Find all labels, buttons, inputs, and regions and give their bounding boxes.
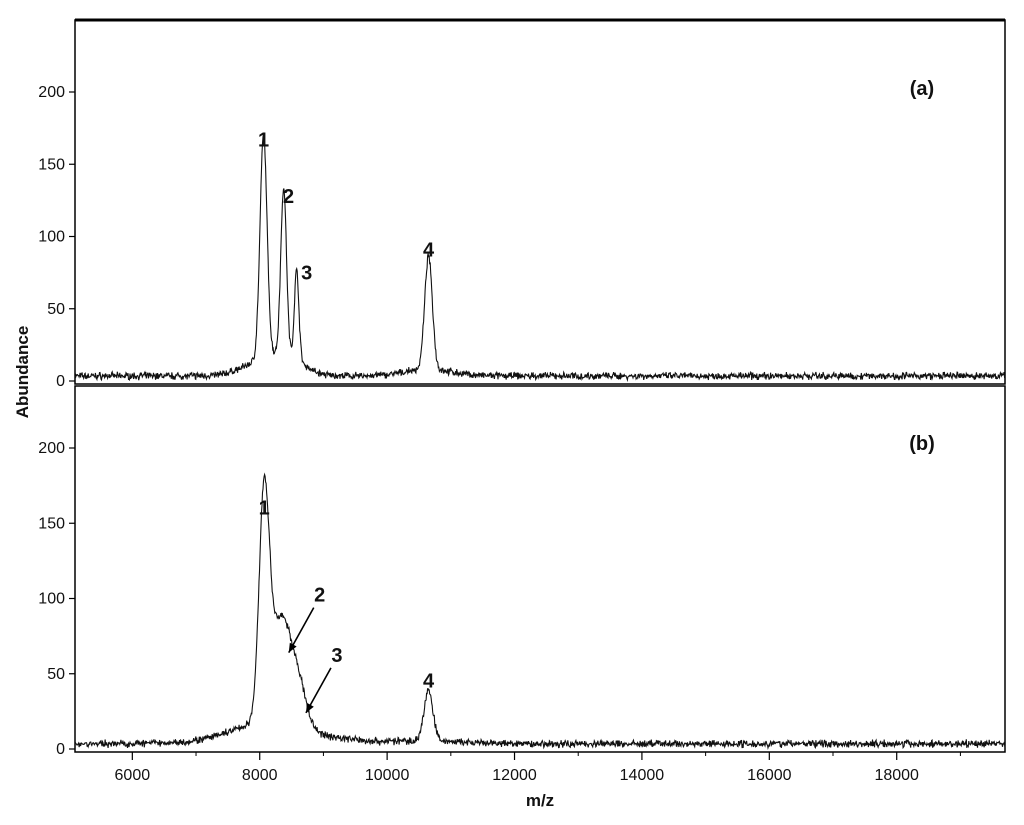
panel-b-spectrum-line xyxy=(74,472,1006,750)
panel-a-y-tick-label-150: 150 xyxy=(38,156,65,173)
panel-b-peak-label-1: 1 xyxy=(259,497,270,519)
panel-b-peak-label-3: 3 xyxy=(331,645,342,667)
panel-b-y-tick-label-50: 50 xyxy=(47,666,65,683)
panel-b-y-tick-label-100: 100 xyxy=(38,591,65,608)
panel-a-peak-label-3: 3 xyxy=(301,262,312,284)
panel-b-peak-label-2: 2 xyxy=(314,585,325,607)
panel-a-peak-label-4: 4 xyxy=(423,239,435,261)
panel-a-y-tick-label-200: 200 xyxy=(38,84,65,101)
panel-b-y-tick-label-200: 200 xyxy=(38,440,65,457)
panel-a-spectrum-line xyxy=(74,133,1006,383)
x-axis: 6000 8000 10000 12000 14000 16000 18000 xyxy=(115,752,961,784)
panel-a-peak-label-1: 1 xyxy=(258,129,269,151)
x-axis-title: m/z xyxy=(526,791,554,810)
panel-b-peak-label-4: 4 xyxy=(423,670,435,692)
panel-b-y-tick-label-0: 0 xyxy=(56,741,65,758)
y-axis-title: Abundance xyxy=(13,326,32,419)
panel-a-y-tick-label-0: 0 xyxy=(56,373,65,390)
panel-a-peak-label-2: 2 xyxy=(283,186,294,208)
panel-a-y-tick-label-100: 100 xyxy=(38,229,65,246)
x-tick-label-16000: 16000 xyxy=(747,767,792,784)
panel-a-y-tick-label-50: 50 xyxy=(47,301,65,318)
x-tick-label-14000: 14000 xyxy=(620,767,665,784)
panel-a-label: (a) xyxy=(910,78,934,100)
panel-b: (b) 0 50 100 150 200 1 2 3 4 xyxy=(38,385,1006,758)
panel-b-label: (b) xyxy=(909,433,935,455)
x-tick-label-12000: 12000 xyxy=(492,767,537,784)
panel-b-frame xyxy=(74,385,1006,753)
panel-b-peak-arrowhead-3 xyxy=(305,702,314,713)
panel-a: (a) 0 50 100 150 200 1 2 3 4 xyxy=(38,18,1006,390)
x-tick-label-8000: 8000 xyxy=(242,767,278,784)
x-tick-label-18000: 18000 xyxy=(874,767,919,784)
panel-a-frame xyxy=(74,19,1006,385)
x-tick-label-10000: 10000 xyxy=(365,767,410,784)
x-tick-label-6000: 6000 xyxy=(115,767,151,784)
panel-b-peak-arrowhead-2 xyxy=(288,642,297,653)
panel-b-y-tick-label-150: 150 xyxy=(38,515,65,532)
